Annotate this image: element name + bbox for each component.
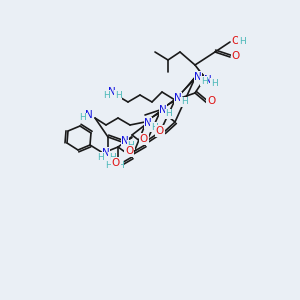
Text: H: H: [238, 37, 245, 46]
Text: H: H: [181, 98, 188, 106]
Text: N: N: [110, 158, 118, 168]
Polygon shape: [160, 99, 176, 110]
Text: N: N: [108, 87, 116, 97]
Text: O: O: [140, 134, 148, 144]
Text: N: N: [144, 118, 152, 128]
Polygon shape: [195, 65, 206, 79]
Text: N: N: [194, 72, 202, 82]
Text: N: N: [121, 136, 129, 146]
Text: H: H: [97, 152, 104, 161]
Text: O: O: [125, 146, 133, 156]
Text: O: O: [112, 158, 120, 168]
Polygon shape: [145, 111, 161, 122]
Text: N: N: [204, 75, 212, 85]
Text: H: H: [166, 110, 172, 118]
Text: O: O: [232, 36, 240, 46]
Text: N: N: [85, 110, 93, 120]
Text: H: H: [103, 91, 110, 100]
Text: H: H: [128, 140, 134, 149]
Polygon shape: [118, 136, 133, 147]
Text: N: N: [159, 105, 167, 115]
Text: O: O: [156, 126, 164, 136]
Text: H: H: [201, 76, 207, 85]
Text: H: H: [80, 113, 86, 122]
Text: O: O: [232, 51, 240, 61]
Text: H: H: [151, 122, 158, 131]
Text: H: H: [109, 152, 116, 161]
Text: H: H: [117, 161, 123, 170]
Text: H: H: [105, 161, 111, 170]
Text: N: N: [174, 93, 182, 103]
Text: H: H: [211, 79, 218, 88]
Text: N: N: [102, 148, 110, 158]
Polygon shape: [175, 77, 196, 100]
Text: O: O: [207, 96, 215, 106]
Text: H: H: [115, 91, 122, 100]
